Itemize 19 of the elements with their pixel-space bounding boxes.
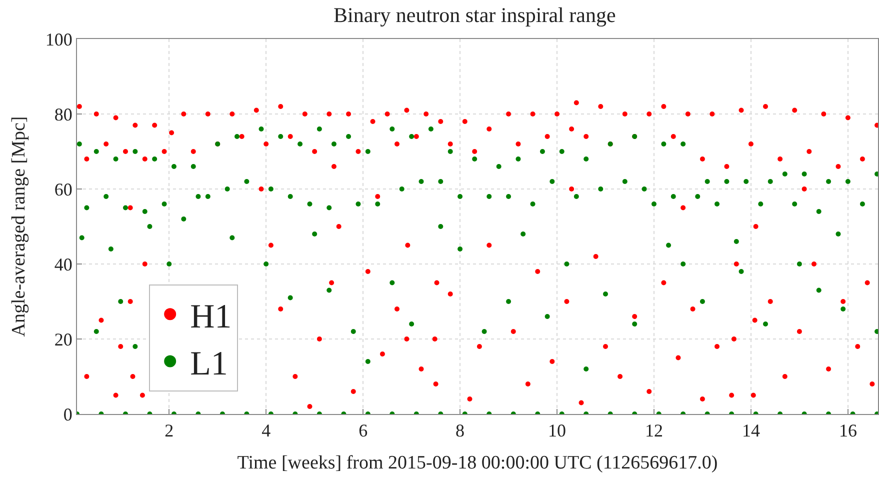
y-tick-label: 20 (54, 329, 72, 350)
x-tick-label: 6 (358, 420, 368, 441)
x-tick-label: 4 (262, 420, 271, 441)
y-axis-title: Angle-averaged range [Mpc] (8, 116, 30, 337)
y-tick-label: 80 (54, 104, 72, 124)
x-tick-label: 16 (838, 420, 857, 441)
legend-label: H1 (190, 298, 232, 336)
x-tick-label: 14 (742, 420, 760, 441)
x-tick-label: 12 (644, 420, 663, 441)
y-tick-label: 60 (54, 179, 72, 200)
y-tick-label: 100 (45, 29, 72, 50)
chart-title: Binary neutron star inspiral range (334, 3, 616, 28)
x-axis-title: Time [weeks] from 2015-09-18 00:00:00 UTC (1126569617.0) (237, 452, 718, 474)
x-tick-label: 2 (164, 420, 174, 441)
x-tick-label: 10 (548, 420, 566, 441)
x-tick-label: 8 (456, 420, 465, 441)
legend-label: L1 (190, 346, 228, 383)
y-tick-label: 0 (63, 404, 72, 424)
y-tick-label: 40 (54, 254, 72, 274)
